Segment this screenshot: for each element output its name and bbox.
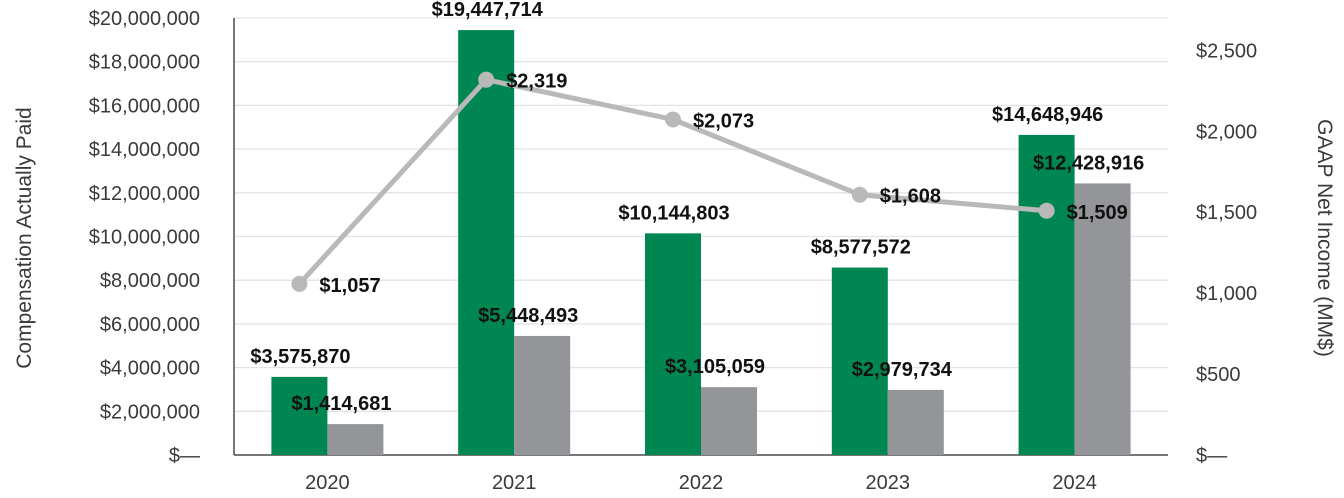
- x-tick-label: 2023: [866, 472, 911, 494]
- right-tick-label: $2,500: [1196, 40, 1257, 62]
- bar-series-1: [458, 30, 515, 456]
- net-income-value-label: $1,057: [319, 275, 380, 297]
- left-axis-title: Compensation Actually Paid: [13, 107, 36, 369]
- left-tick-label: $4,000,000: [100, 358, 200, 380]
- bar-series-1: [1018, 134, 1075, 455]
- bar-value-label-series-2: $2,979,734: [852, 359, 953, 381]
- bar-value-label-series-1: $14,648,946: [992, 104, 1103, 126]
- bar-value-label-series-1: $8,577,572: [811, 237, 911, 259]
- x-tick-label: 2020: [305, 472, 350, 494]
- bar-value-label-series-2: $12,428,916: [1033, 152, 1144, 174]
- bar-series-1: [831, 267, 888, 455]
- bar-value-label-series-2: $1,414,681: [291, 393, 391, 415]
- right-tick-label: $1,000: [1196, 283, 1257, 305]
- net-income-point: [291, 275, 308, 292]
- bar-series-2: [701, 387, 757, 455]
- bar-series-2: [327, 424, 384, 455]
- bar-value-label-series-2: $3,105,059: [665, 356, 765, 378]
- left-tick-label: $6,000,000: [100, 314, 200, 336]
- left-tick-label: $2,000,000: [100, 401, 200, 423]
- net-income-point: [851, 186, 868, 203]
- bar-value-label-series-1: $19,447,714: [432, 0, 544, 21]
- net-income-point: [478, 71, 495, 88]
- x-tick-label: 2021: [492, 472, 537, 494]
- net-income-value-label: $2,319: [506, 71, 567, 93]
- net-income-value-label: $2,073: [693, 110, 754, 132]
- net-income-point: [1038, 202, 1055, 219]
- left-tick-label: $20,000,000: [89, 8, 200, 30]
- bar-series-2: [514, 335, 571, 455]
- bar-series-2: [1074, 183, 1131, 455]
- left-tick-label: $—: [169, 445, 200, 467]
- x-tick-label: 2024: [1052, 472, 1097, 494]
- left-tick-label: $18,000,000: [89, 52, 200, 74]
- left-tick-label: $10,000,000: [89, 227, 200, 249]
- left-tick-label: $12,000,000: [89, 183, 200, 205]
- bar-value-label-series-1: $3,575,870: [250, 346, 350, 368]
- right-tick-label: $500: [1196, 364, 1241, 386]
- right-tick-label: $2,000: [1196, 121, 1257, 143]
- bar-series-2: [887, 389, 944, 455]
- bar-value-label-series-1: $10,144,803: [618, 202, 729, 224]
- net-income-value-label: $1,608: [880, 186, 941, 208]
- net-income-value-label: $1,509: [1067, 202, 1128, 224]
- left-tick-label: $14,000,000: [89, 139, 200, 161]
- net-income-point: [665, 111, 681, 128]
- left-tick-label: $16,000,000: [89, 95, 200, 117]
- right-tick-label: $1,500: [1196, 202, 1257, 224]
- bar-series-1: [645, 233, 701, 455]
- right-tick-label: $—: [1196, 445, 1227, 467]
- bar-series-1: [271, 376, 328, 455]
- right-axis-title: GAAP Net Income (MM$): [1313, 119, 1336, 357]
- x-tick-label: 2022: [679, 472, 724, 494]
- bar-value-label-series-2: $5,448,493: [478, 305, 578, 327]
- left-tick-label: $8,000,000: [100, 270, 200, 292]
